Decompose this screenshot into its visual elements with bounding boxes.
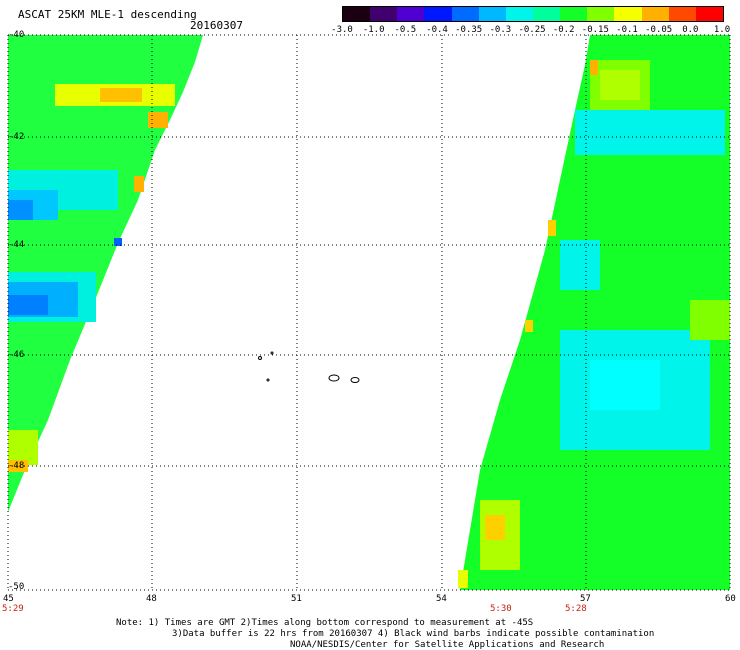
color-bar-segment — [505, 7, 533, 21]
color-bar-segment — [370, 7, 398, 21]
lat-label: -46 — [8, 350, 25, 360]
color-bar-segment — [587, 7, 615, 21]
lat-label: -42 — [8, 132, 25, 142]
note-line-3: NOAA/NESDIS/Center for Satellite Applica… — [290, 640, 605, 650]
color-bar-segment — [614, 7, 642, 21]
map-title: ASCAT 25KM MLE-1 descending — [18, 8, 197, 21]
lon-label: 51 — [291, 594, 302, 604]
right-swath — [458, 35, 730, 590]
color-bar-label: 1.0 — [713, 25, 731, 35]
color-bar-label: -3.0 — [331, 25, 353, 35]
map-date: 20160307 — [190, 19, 243, 32]
color-bar-segment — [397, 7, 425, 21]
lon-label: 54 — [436, 594, 447, 604]
color-bar-segment — [343, 7, 371, 21]
lon-label: 48 — [146, 594, 157, 604]
grid — [7, 34, 731, 591]
color-bar-label: -0.05 — [645, 25, 673, 35]
color-bar-labels: -3.0 -1.0 -0.5 -0.4 -0.35 -0.3 -0.25 -0.2 -0.15-… — [326, 25, 738, 37]
lon-label: 57 — [580, 594, 591, 604]
color-bar-label: 0.0 — [682, 25, 699, 35]
note-line-2: 3)Data buffer is 22 hrs from 20160307 4)… — [172, 629, 655, 639]
lon-label: 60 — [725, 594, 736, 604]
lon-label: 45 — [3, 594, 14, 604]
color-bar-segment — [532, 7, 561, 21]
note-line-1: Note: 1) Times are GMT 2)Times along bot… — [116, 618, 534, 628]
time-label: 5:30 — [490, 604, 512, 614]
color-bar-segment — [451, 7, 479, 21]
color-bar-label: -1.0 — [362, 25, 385, 35]
lat-label: -44 — [8, 240, 25, 250]
time-label: 5:28 — [565, 604, 587, 614]
color-bar — [342, 6, 724, 22]
color-bar-segment — [478, 7, 506, 21]
lat-label: -48 — [8, 461, 25, 471]
color-bar-segment — [424, 7, 452, 21]
color-bar-segment — [668, 7, 696, 21]
left-swath — [8, 35, 203, 512]
color-bar-label: -0.2 — [552, 25, 575, 35]
color-bar-label: -0.5 — [394, 25, 417, 35]
color-bar-label: -0.4 — [426, 25, 448, 35]
time-label: 5:29 — [2, 604, 24, 614]
islands — [258, 351, 360, 383]
lat-label: -50 — [8, 582, 25, 592]
lat-label: -40 — [8, 30, 25, 40]
color-bar-segment — [560, 7, 588, 21]
color-bar-label: -0.1 — [616, 25, 638, 35]
color-bar-label: -0.35 — [455, 25, 483, 35]
color-bar-segment — [641, 7, 669, 21]
color-bar-label: -0.15 — [581, 25, 609, 35]
color-bar-segment — [695, 7, 723, 21]
color-bar-label: -0.3 — [489, 25, 512, 35]
color-bar-label: -0.25 — [518, 25, 546, 35]
